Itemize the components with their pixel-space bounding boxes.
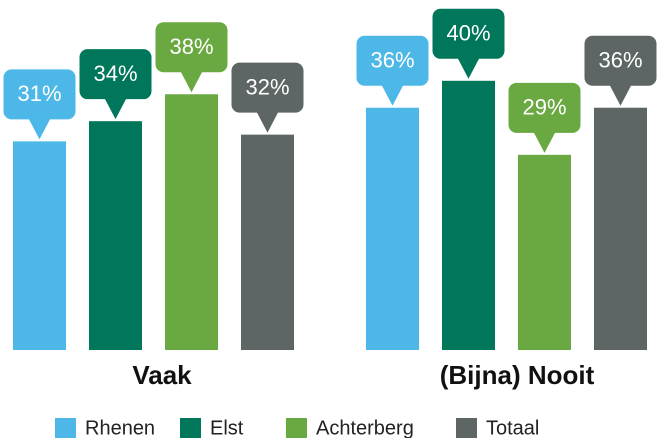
value-label: 34% <box>93 61 137 86</box>
bar <box>89 121 142 351</box>
callout-pointer <box>381 84 404 106</box>
value-label: 29% <box>522 95 566 120</box>
callout <box>155 22 228 73</box>
value-label: 32% <box>245 74 289 99</box>
legend-swatch <box>286 418 307 438</box>
callout <box>356 35 429 86</box>
callout-pointer <box>533 131 556 153</box>
bar <box>241 134 294 350</box>
callout-pointer <box>28 118 51 140</box>
callout <box>3 69 76 120</box>
bar <box>165 94 218 350</box>
category-label: (Bijna) Nooit <box>440 360 595 390</box>
callout-pointer <box>256 111 279 133</box>
callout-pointer <box>457 57 480 79</box>
callout <box>508 82 581 133</box>
callout-pointer <box>609 84 632 106</box>
callout-pointer <box>180 71 203 93</box>
callout <box>584 35 657 86</box>
value-label: 40% <box>446 21 490 46</box>
value-label: 36% <box>598 48 642 73</box>
callout <box>79 49 152 100</box>
category-label: Vaak <box>132 360 192 390</box>
callout <box>432 8 505 59</box>
legend-label: Elst <box>210 417 244 438</box>
value-label: 38% <box>169 34 213 59</box>
bar <box>366 107 419 350</box>
callout-pointer <box>104 98 127 120</box>
legend-label: Rhenen <box>85 417 155 438</box>
legend-swatch <box>180 418 201 438</box>
bar <box>518 154 571 350</box>
bar <box>442 80 495 351</box>
callout <box>231 62 304 113</box>
legend-swatch <box>456 418 477 438</box>
value-label: 31% <box>17 81 61 106</box>
legend-label: Achterberg <box>316 417 414 438</box>
legend-swatch <box>55 418 76 438</box>
bar <box>13 141 66 350</box>
legend-label: Totaal <box>486 417 539 438</box>
bar <box>594 107 647 350</box>
value-label: 36% <box>370 48 414 73</box>
